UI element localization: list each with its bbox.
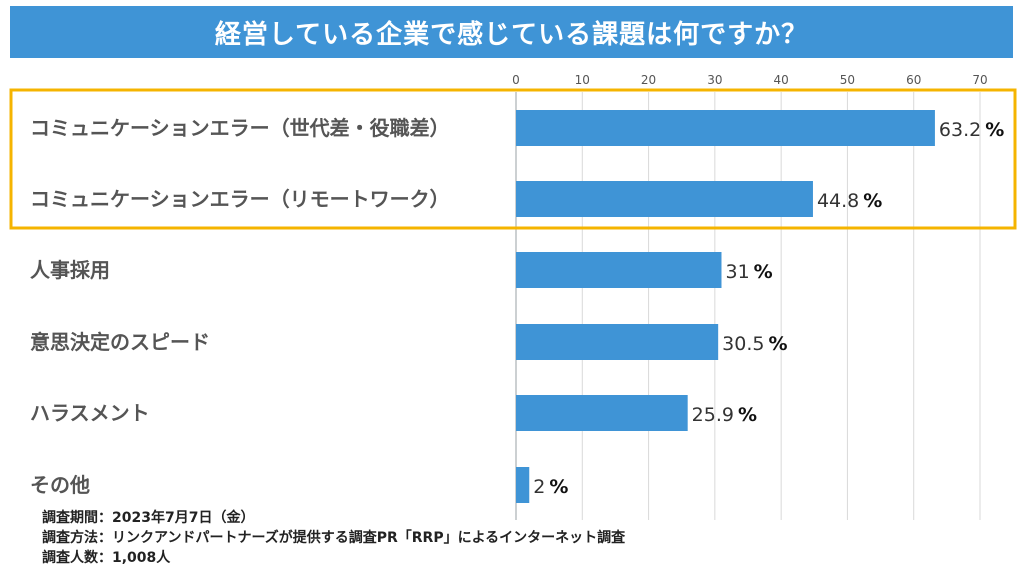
x-tick-label: 30 [707, 73, 722, 87]
category-label: コミュニケーションエラー（世代差・役職差） [30, 116, 450, 140]
data-label: 30.5% [722, 333, 787, 355]
category-label: ハラスメント [30, 401, 150, 425]
data-label-value: 31 [725, 261, 749, 283]
data-label-value: 25.9 [692, 404, 734, 426]
data-label-unit: % [549, 476, 568, 498]
x-tick-label: 0 [512, 73, 520, 87]
bar [516, 467, 530, 503]
data-label-value: 30.5 [722, 333, 764, 355]
data-label-unit: % [863, 190, 882, 212]
category-label: コミュニケーションエラー（リモートワーク） [30, 187, 450, 211]
survey-notes: 調査期間：2023年7月7日（金） 調査方法：リンクアンドパートナーズが提供する… [42, 508, 625, 568]
data-label: 2% [533, 476, 568, 498]
x-tick-label: 10 [575, 73, 590, 87]
survey-method: 調査方法：リンクアンドパートナーズが提供する調査PR「RRP」によるインターネッ… [42, 530, 626, 546]
survey-count: 調査人数：1,008人 [42, 550, 171, 566]
data-label-unit: % [754, 261, 773, 283]
survey-period: 調査期間：2023年7月7日（金） [42, 510, 255, 526]
data-label-value: 63.2 [939, 119, 981, 141]
data-label-unit: % [738, 404, 757, 426]
bar [516, 395, 688, 431]
x-tick-label: 60 [906, 73, 921, 87]
data-label: 31% [725, 261, 772, 283]
data-label: 63.2% [939, 119, 1004, 141]
title-bar: 経営している企業で感じている課題は何ですか？ [10, 6, 1013, 58]
data-label: 25.9% [692, 404, 757, 426]
category-label: その他 [30, 473, 90, 497]
bar [516, 110, 935, 146]
highlight-box [9, 88, 1017, 230]
x-tick-label: 20 [641, 73, 656, 87]
data-label-value: 2 [533, 476, 545, 498]
data-label-unit: % [768, 333, 787, 355]
bar [516, 324, 719, 360]
bar [516, 252, 722, 288]
data-label-value: 44.8 [817, 190, 859, 212]
bar [516, 181, 813, 217]
category-label: 意思決定のスピード [30, 330, 210, 354]
chart-title: 経営している企業で感じている課題は何ですか？ [214, 19, 809, 50]
category-label: 人事採用 [30, 258, 110, 282]
data-label: 44.8% [817, 190, 882, 212]
x-tick-label: 50 [840, 73, 855, 87]
data-label-unit: % [985, 119, 1004, 141]
x-tick-label: 40 [774, 73, 789, 87]
x-tick-label: 70 [972, 73, 987, 87]
